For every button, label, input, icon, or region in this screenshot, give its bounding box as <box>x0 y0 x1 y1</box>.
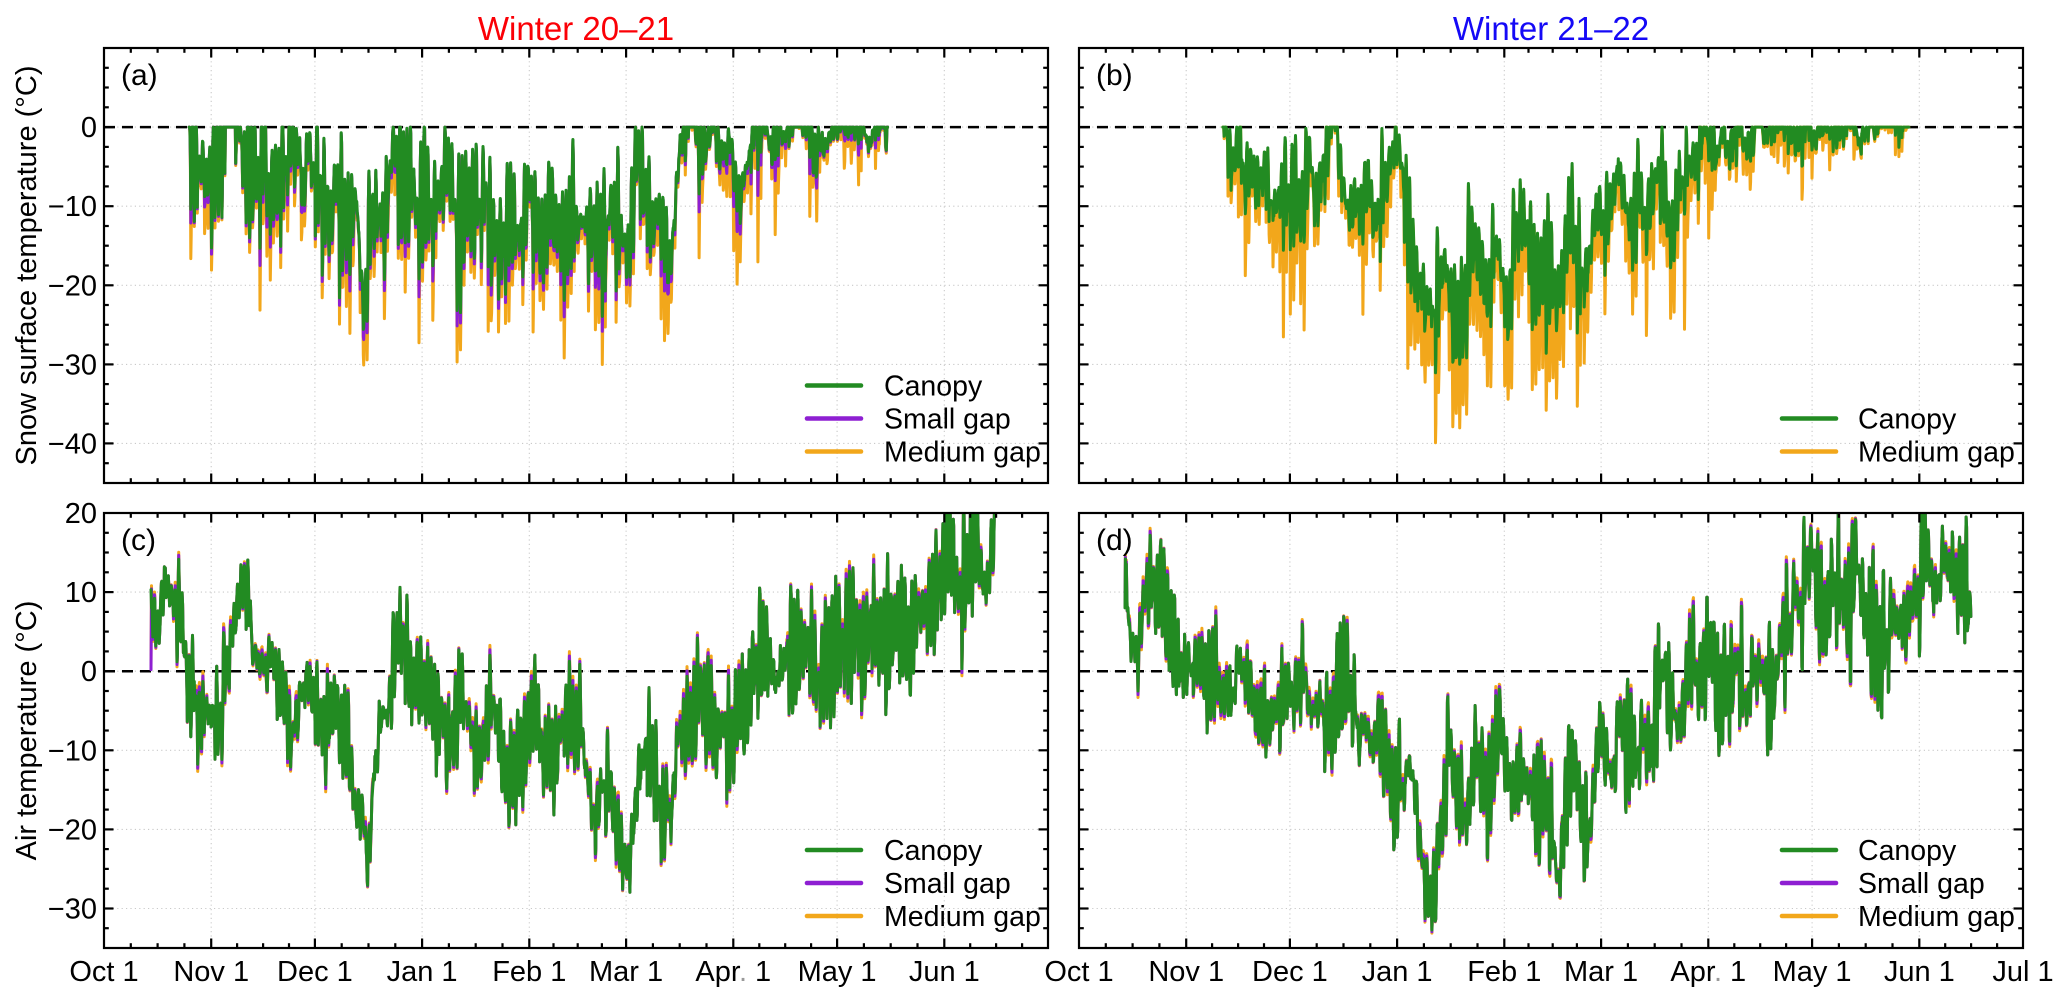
svg-text:−10: −10 <box>48 191 97 223</box>
svg-text:Winter 21–22: Winter 21–22 <box>1453 10 1649 47</box>
svg-text:May 1: May 1 <box>798 956 877 988</box>
svg-text:Medium gap: Medium gap <box>1858 901 2015 933</box>
svg-text:Jan 1: Jan 1 <box>1362 956 1433 988</box>
svg-text:Feb 1: Feb 1 <box>1467 956 1541 988</box>
svg-text:−10: −10 <box>48 735 97 767</box>
svg-text:−20: −20 <box>48 270 97 302</box>
svg-text:Apr. 1: Apr. 1 <box>1670 956 1746 988</box>
svg-text:−30: −30 <box>48 894 97 926</box>
svg-text:Dec 1: Dec 1 <box>277 956 353 988</box>
svg-text:(a): (a) <box>121 59 158 92</box>
svg-text:−40: −40 <box>48 428 97 460</box>
svg-text:(c): (c) <box>121 524 156 557</box>
svg-text:Jul 1: Jul 1 <box>1992 956 2053 988</box>
svg-text:Jun 1: Jun 1 <box>909 956 980 988</box>
svg-text:0: 0 <box>81 656 97 688</box>
svg-text:Dec 1: Dec 1 <box>1252 956 1328 988</box>
svg-text:Medium gap: Medium gap <box>1858 437 2015 469</box>
svg-text:Nov 1: Nov 1 <box>173 956 249 988</box>
svg-text:Small gap: Small gap <box>884 404 1011 436</box>
svg-text:Nov 1: Nov 1 <box>1148 956 1224 988</box>
svg-text:−20: −20 <box>48 814 97 846</box>
svg-text:Canopy: Canopy <box>1858 404 1957 436</box>
svg-text:Winter 20–21: Winter 20–21 <box>478 10 674 47</box>
svg-text:20: 20 <box>65 498 97 530</box>
svg-text:−30: −30 <box>48 349 97 381</box>
svg-text:10: 10 <box>65 577 97 609</box>
svg-text:Medium gap: Medium gap <box>884 437 1041 469</box>
svg-text:Mar 1: Mar 1 <box>1564 956 1638 988</box>
svg-text:Mar 1: Mar 1 <box>589 956 663 988</box>
svg-text:Jun 1: Jun 1 <box>1884 956 1955 988</box>
svg-text:Canopy: Canopy <box>884 371 983 403</box>
svg-text:May 1: May 1 <box>1773 956 1852 988</box>
svg-text:Snow surface temperature (°C): Snow surface temperature (°C) <box>11 65 43 465</box>
svg-text:Oct 1: Oct 1 <box>1044 956 1113 988</box>
svg-text:0: 0 <box>81 112 97 144</box>
svg-text:Oct 1: Oct 1 <box>69 956 138 988</box>
svg-text:Feb 1: Feb 1 <box>492 956 566 988</box>
svg-text:Jan 1: Jan 1 <box>387 956 458 988</box>
svg-text:Small gap: Small gap <box>1858 868 1985 900</box>
svg-text:Air temperature (°C): Air temperature (°C) <box>11 601 43 861</box>
svg-text:(d): (d) <box>1096 524 1133 557</box>
svg-text:Canopy: Canopy <box>1858 835 1957 867</box>
svg-text:(b): (b) <box>1096 59 1133 92</box>
svg-text:Canopy: Canopy <box>884 835 983 867</box>
svg-text:Apr. 1: Apr. 1 <box>695 956 771 988</box>
svg-text:Medium gap: Medium gap <box>884 901 1041 933</box>
svg-text:Small gap: Small gap <box>884 868 1011 900</box>
